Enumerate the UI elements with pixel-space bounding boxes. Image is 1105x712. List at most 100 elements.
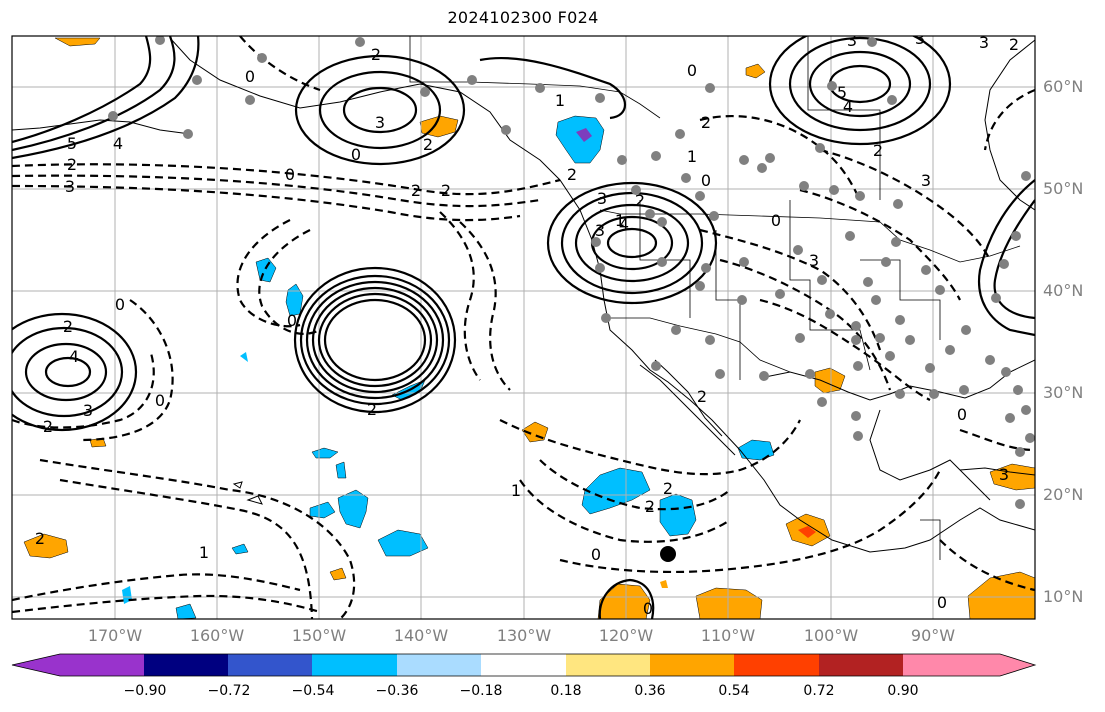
shaded-areas — [23, 37, 1035, 619]
shade-blue — [659, 493, 697, 537]
shade-blue — [231, 543, 249, 555]
contours-positive — [12, 36, 1035, 619]
colorbar-tick-label: −0.54 — [291, 683, 335, 699]
lon-label: 100°W — [803, 626, 859, 645]
shade-orange — [54, 37, 101, 47]
lon-label: 130°W — [496, 626, 552, 645]
map-frame — [11, 35, 1036, 620]
contour-label: 3 — [65, 177, 75, 196]
political-borders — [409, 36, 1021, 560]
contour-label: 0 — [687, 61, 697, 80]
station-markers — [108, 36, 1035, 509]
shade-orange — [989, 463, 1035, 491]
shade-blue — [311, 447, 339, 459]
shade-blue — [737, 439, 775, 461]
lat-label: 10°N — [1043, 587, 1084, 606]
contour-label: 2 — [67, 155, 77, 174]
contour-label: 2 — [441, 181, 451, 200]
contour-label: 3 — [597, 189, 607, 208]
lon-label: 90°W — [910, 626, 956, 645]
contour-label: 2 — [663, 479, 673, 498]
contour-label: 0 — [701, 171, 711, 190]
contour-label: 4 — [843, 97, 853, 116]
shade-orange — [660, 580, 668, 588]
contour-label: 0 — [115, 295, 125, 314]
contour-label: 0 — [771, 211, 781, 230]
contour-label: 0 — [245, 67, 255, 86]
contour-label: 0 — [351, 145, 361, 164]
colorbar-tick-label: 0.90 — [887, 683, 919, 699]
contour-label: 1 — [555, 91, 565, 110]
contour-label: 3 — [595, 221, 605, 240]
shade-blue — [175, 603, 197, 619]
contour-label: 2 — [635, 191, 645, 210]
contour-label: 3 — [979, 33, 989, 52]
contour-label: 3 — [83, 401, 93, 420]
shade-blue — [555, 115, 605, 164]
contour-label: 3 — [847, 31, 857, 50]
contour-label: 0 — [287, 311, 297, 330]
contour-label: 0 — [591, 545, 601, 564]
shade-purple — [576, 128, 592, 142]
colorbar-tick-label: −0.36 — [375, 683, 419, 699]
contour-label: 2 — [697, 387, 707, 406]
colorbar-tick-label: 0.36 — [634, 683, 666, 699]
plot-title: 2024102300 F024 — [447, 8, 599, 27]
lat-label: 50°N — [1043, 179, 1084, 198]
contour-label: 2 — [43, 417, 53, 436]
contour-label: 0 — [155, 391, 165, 410]
contour-label: 4 — [619, 215, 629, 234]
contour-label: 1 — [511, 481, 521, 500]
contour-label: 2 — [63, 317, 73, 336]
shade-blue — [255, 257, 277, 283]
shade-blue — [377, 529, 429, 557]
colorbar-tick-label: −0.90 — [123, 683, 167, 699]
coastlines — [12, 37, 1035, 553]
contour-label: 5 — [837, 83, 847, 102]
contour-label: 1 — [615, 211, 625, 230]
contour-label: 2 — [567, 165, 577, 184]
shade-orange — [695, 587, 763, 619]
lon-label: 110°W — [700, 626, 756, 645]
colorbar-tick-label: 0.54 — [718, 683, 750, 699]
contour-label: 2 — [35, 529, 45, 548]
lon-label: 160°W — [189, 626, 245, 645]
contour-label: 0 — [285, 165, 295, 184]
lon-label: 120°W — [598, 626, 654, 645]
contour-label: 2 — [411, 181, 421, 200]
contour-label: 2 — [873, 141, 883, 160]
colorbar-tick-label: 0.18 — [550, 683, 582, 699]
contour-label: 3 — [999, 465, 1009, 484]
shade-blue — [335, 461, 347, 479]
shade-blue — [337, 489, 369, 529]
contour-label: 0 — [957, 405, 967, 424]
shade-orange — [967, 571, 1035, 619]
lat-label: 40°N — [1043, 281, 1084, 300]
contour-label: 2 — [423, 135, 433, 154]
contour-label: 3 — [809, 251, 819, 270]
contour-label: 0 — [643, 599, 653, 618]
graticule — [12, 36, 1035, 619]
shade-orange — [814, 367, 846, 394]
lon-label: 170°W — [87, 626, 143, 645]
contour-label: 0 — [937, 593, 947, 612]
colorbar-tick-label: 0.72 — [803, 683, 835, 699]
shade-blue — [240, 352, 248, 362]
contour-label: 4 — [69, 347, 79, 366]
contour-label: 2 — [645, 497, 655, 516]
contour-label: 2 — [367, 400, 377, 419]
lat-label: 20°N — [1043, 485, 1084, 504]
shade-orange — [329, 567, 347, 581]
contour-label: 2 — [1009, 35, 1019, 54]
lat-label: 30°N — [1043, 383, 1084, 402]
contour-label: 2 — [701, 113, 711, 132]
marker-black — [660, 546, 676, 562]
contour-label: 1 — [199, 543, 209, 562]
contour-label: 3 — [915, 29, 925, 48]
contour-label: 1 — [687, 147, 697, 166]
shade-red — [798, 526, 816, 538]
lon-label: 150°W — [291, 626, 347, 645]
contour-label: 2 — [371, 45, 381, 64]
contour-label: 4 — [113, 134, 123, 153]
